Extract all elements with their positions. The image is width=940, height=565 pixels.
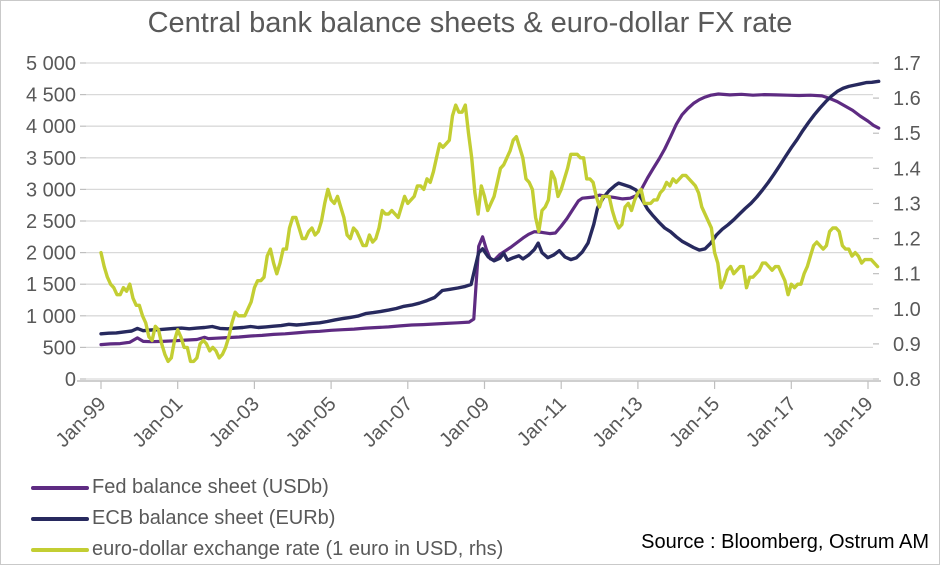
- y-right-tick-label: 0.8: [893, 369, 921, 391]
- y-left-tick-label: 4 500: [26, 85, 76, 107]
- y-left-tick-label: 2 500: [26, 211, 76, 233]
- y-right-tick-label: 1.1: [893, 264, 921, 286]
- legend: Fed balance sheet (USDb) ECB balance she…: [31, 472, 504, 564]
- page-title: Central bank balance sheets & euro-dolla…: [147, 7, 793, 39]
- chart-plot-area: 5 000 4 500 4 000 3 500 3 000 2 500 2 000 1 500…: [26, 53, 921, 452]
- y-left-tick-label: 1 000: [26, 306, 76, 328]
- legend-label-euro: euro-dollar exchange rate (1 euro in USD…: [92, 538, 504, 560]
- y-right-tick-label: 1.0: [893, 299, 921, 321]
- series-line-1: [99, 79, 881, 336]
- y-left-tick-label: 4 000: [26, 116, 76, 138]
- x-tick-label: Jan-13: [589, 393, 648, 452]
- x-tick-label: Jan-15: [665, 393, 724, 452]
- y-right-tick-label: 1.6: [893, 88, 921, 110]
- y-right-tick-label: 0.9: [893, 334, 921, 356]
- x-tick-label: Jan-17: [742, 393, 801, 452]
- legend-line-swatch-fed: [31, 485, 89, 490]
- x-tick-label: Jan-07: [359, 393, 418, 452]
- series-line-0: [99, 92, 881, 347]
- series-line-2: [99, 103, 880, 364]
- legend-item-euro: euro-dollar exchange rate (1 euro in USD…: [31, 534, 504, 564]
- y-right-tick-label: 1.2: [893, 229, 921, 251]
- x-tick-label: Jan-99: [52, 393, 111, 452]
- y-left-tick-label: 3 500: [26, 148, 76, 170]
- x-tick-label: Jan-01: [128, 393, 187, 452]
- x-tick-label: Jan-05: [282, 393, 341, 452]
- legend-line-swatch-ecb: [31, 516, 89, 521]
- y-right-tick-label: 1.7: [893, 53, 921, 75]
- x-tick-label: Jan-03: [205, 393, 264, 452]
- y-right-tick-label: 1.5: [893, 123, 921, 145]
- source-note: Source : Bloomberg, Ostrum AM: [641, 531, 929, 553]
- legend-item-fed: Fed balance sheet (USDb): [31, 472, 503, 503]
- y-left-tick-label: 2 000: [26, 243, 76, 265]
- legend-label-fed: Fed balance sheet (USDb): [92, 476, 329, 498]
- legend-line-swatch-euro: [31, 547, 89, 552]
- x-tick-label: Jan-19: [819, 393, 878, 452]
- x-tick-label: Jan-09: [435, 393, 494, 452]
- y-left-tick-label: 5 000: [26, 53, 76, 75]
- y-left-tick-label: 0: [65, 369, 76, 391]
- x-tick-label: Jan-11: [513, 393, 571, 451]
- y-right-tick-label: 1.3: [893, 193, 921, 215]
- legend-label-ecb: ECB balance sheet (EURb): [92, 507, 336, 529]
- y-right-tick-label: 1.4: [893, 158, 921, 180]
- y-left-tick-label: 500: [43, 337, 76, 359]
- legend-item-ecb: ECB balance sheet (EURb): [31, 503, 503, 534]
- y-left-tick-label: 1 500: [26, 274, 76, 296]
- y-left-tick-label: 3 000: [26, 179, 76, 201]
